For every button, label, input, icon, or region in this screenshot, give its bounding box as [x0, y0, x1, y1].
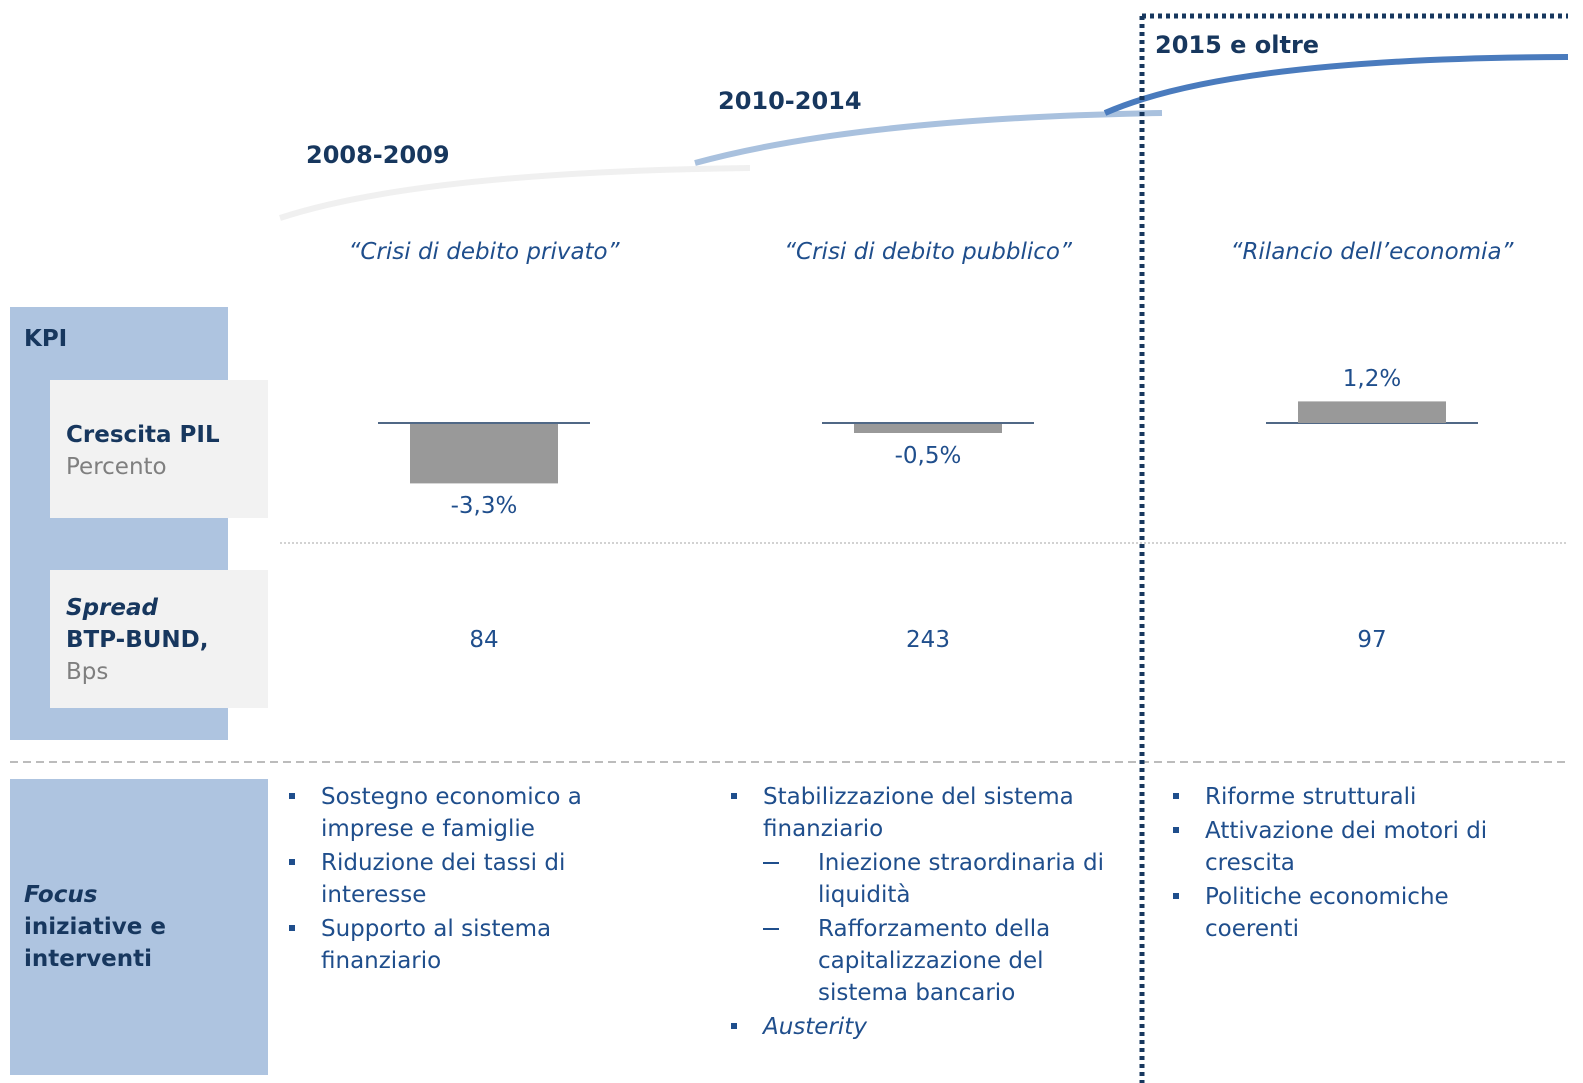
- gdp-bar: [854, 424, 1002, 433]
- row-label: Focus: [24, 882, 98, 908]
- row-label: Spread: [66, 595, 158, 621]
- bullet: Stabilizzazione del sistema finanziario: [727, 781, 1122, 845]
- row-label: iniziative e interventi: [24, 914, 167, 972]
- period-label: 2008-2009: [306, 141, 450, 169]
- bullet: Austerity: [727, 1011, 1122, 1043]
- gdp-label: -0,5%: [894, 443, 962, 469]
- gdp-bar: [410, 424, 558, 484]
- bullet: Sostegno economico a imprese e famiglie: [285, 781, 665, 845]
- gdp-box: [50, 380, 268, 518]
- sub-bullet: Iniezione straordinaria di liquidità: [727, 847, 1122, 911]
- gdp-label: -3,3%: [450, 493, 518, 520]
- spread-value: 97: [1357, 627, 1387, 653]
- row-label: BTP-BUND,: [66, 627, 209, 653]
- bullet: Riforme strutturali: [1169, 781, 1549, 813]
- period-quote: “Rilancio dell’economia”: [1230, 239, 1514, 265]
- initiatives: Stabilizzazione del sistema finanziario I…: [727, 781, 1122, 1045]
- focus-panel: [10, 779, 268, 1075]
- bullet: Attivazione dei motori di crescita: [1169, 815, 1549, 879]
- curve: [1103, 54, 1569, 116]
- row-label: KPI: [24, 326, 68, 352]
- bullet: Politiche economiche coerenti: [1169, 881, 1549, 945]
- row-unit: Percento: [66, 454, 167, 480]
- spread-value: 243: [906, 627, 950, 653]
- curve: [279, 165, 751, 221]
- initiatives: Riforme strutturali Attivazione dei motor…: [1169, 781, 1549, 947]
- gdp-bar: [1298, 401, 1446, 423]
- period-label: 2010-2014: [718, 87, 862, 115]
- period-label: 2015 e oltre: [1155, 31, 1320, 59]
- initiatives: Sostegno economico a imprese e famiglie R…: [285, 781, 665, 979]
- spread-box: [50, 570, 268, 708]
- row-label: Crescita PIL: [66, 422, 220, 448]
- sub-bullet: Rafforzamento della capitalizzazione del…: [727, 913, 1122, 1009]
- curve: [694, 110, 1163, 166]
- gdp-label: 1,2%: [1342, 366, 1402, 393]
- bullet: Riduzione dei tassi di interesse: [285, 847, 665, 911]
- spread-value: 84: [469, 627, 499, 653]
- bullet: Supporto al sistema finanziario: [285, 913, 665, 977]
- row-unit: Bps: [66, 659, 109, 685]
- period-quote: “Crisi di debito privato”: [348, 239, 620, 265]
- period-quote: “Crisi di debito pubblico”: [784, 239, 1072, 265]
